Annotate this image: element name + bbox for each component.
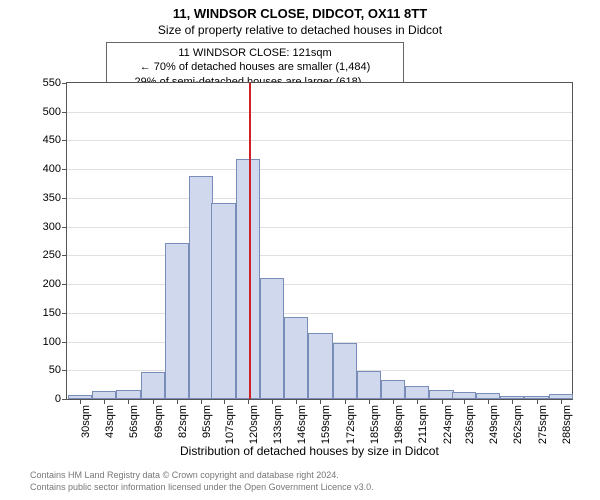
xtick-mark — [393, 399, 394, 404]
xtick-label: 185sqm — [369, 405, 381, 444]
xtick-mark — [512, 399, 513, 404]
xtick-mark — [153, 399, 154, 404]
xtick-label: 146sqm — [296, 405, 308, 444]
xtick-mark — [369, 399, 370, 404]
bar — [165, 243, 189, 399]
ytick-mark — [62, 284, 67, 285]
xtick-mark — [272, 399, 273, 404]
xtick-mark — [248, 399, 249, 404]
ytick-mark — [62, 370, 67, 371]
xtick-mark — [177, 399, 178, 404]
xtick-label: 275sqm — [537, 405, 549, 444]
xtick-mark — [537, 399, 538, 404]
xtick-mark — [201, 399, 202, 404]
xtick-mark — [561, 399, 562, 404]
ytick-mark — [62, 255, 67, 256]
xtick-label: 43sqm — [104, 405, 116, 438]
xtick-label: 133sqm — [272, 405, 284, 444]
xtick-label: 82sqm — [177, 405, 189, 438]
bar — [141, 372, 165, 399]
xtick-mark — [488, 399, 489, 404]
xtick-mark — [345, 399, 346, 404]
bar — [92, 391, 116, 399]
xtick-label: 288sqm — [561, 405, 573, 444]
xtick-label: 236sqm — [464, 405, 476, 444]
reference-line — [249, 83, 251, 399]
xtick-label: 95sqm — [201, 405, 213, 438]
bar — [429, 390, 453, 399]
bar — [211, 203, 235, 399]
xtick-mark — [128, 399, 129, 404]
bar — [284, 317, 308, 399]
ytick-mark — [62, 227, 67, 228]
chart-subtitle: Size of property relative to detached ho… — [0, 21, 600, 37]
ytick-mark — [62, 169, 67, 170]
bar — [357, 371, 381, 399]
bar — [452, 392, 476, 399]
xtick-mark — [442, 399, 443, 404]
chart-container: 11, WINDSOR CLOSE, DIDCOT, OX11 8TT Size… — [0, 0, 600, 500]
ytick-mark — [62, 342, 67, 343]
xtick-mark — [320, 399, 321, 404]
gridline — [67, 313, 572, 314]
xtick-label: 30sqm — [80, 405, 92, 438]
gridline — [67, 255, 572, 256]
gridline — [67, 140, 572, 141]
xtick-mark — [104, 399, 105, 404]
annotation-line2: ← 70% of detached houses are smaller (1,… — [113, 60, 397, 74]
ytick-mark — [62, 83, 67, 84]
bar — [381, 380, 405, 399]
bar — [189, 176, 213, 399]
xtick-label: 249sqm — [488, 405, 500, 444]
gridline — [67, 227, 572, 228]
xtick-mark — [224, 399, 225, 404]
xtick-label: 198sqm — [393, 405, 405, 444]
ytick-mark — [62, 140, 67, 141]
bar — [405, 386, 429, 399]
annotation-line1: 11 WINDSOR CLOSE: 121sqm — [113, 46, 397, 60]
gridline — [67, 284, 572, 285]
ytick-mark — [62, 313, 67, 314]
bar — [260, 278, 284, 399]
ytick-mark — [62, 112, 67, 113]
footnote-line2: Contains public sector information licen… — [30, 482, 374, 494]
x-axis-label: Distribution of detached houses by size … — [180, 444, 439, 458]
bar — [308, 333, 332, 399]
xtick-label: 224sqm — [442, 405, 454, 444]
gridline — [67, 198, 572, 199]
xtick-label: 211sqm — [417, 405, 429, 443]
plot-area: 05010015020025030035040045050055030sqm43… — [66, 82, 573, 400]
bar — [116, 390, 140, 399]
chart-title: 11, WINDSOR CLOSE, DIDCOT, OX11 8TT — [0, 0, 600, 21]
xtick-mark — [80, 399, 81, 404]
gridline — [67, 112, 572, 113]
ytick-mark — [62, 399, 67, 400]
footnote: Contains HM Land Registry data © Crown c… — [30, 470, 374, 493]
xtick-label: 172sqm — [345, 405, 357, 444]
gridline — [67, 169, 572, 170]
bar — [333, 343, 357, 399]
xtick-label: 69sqm — [153, 405, 165, 438]
xtick-mark — [464, 399, 465, 404]
xtick-label: 120sqm — [248, 405, 260, 444]
footnote-line1: Contains HM Land Registry data © Crown c… — [30, 470, 374, 482]
xtick-mark — [296, 399, 297, 404]
xtick-label: 107sqm — [224, 405, 236, 444]
xtick-label: 56sqm — [128, 405, 140, 438]
ytick-mark — [62, 198, 67, 199]
xtick-mark — [417, 399, 418, 404]
xtick-label: 262sqm — [512, 405, 524, 444]
xtick-label: 159sqm — [320, 405, 332, 444]
